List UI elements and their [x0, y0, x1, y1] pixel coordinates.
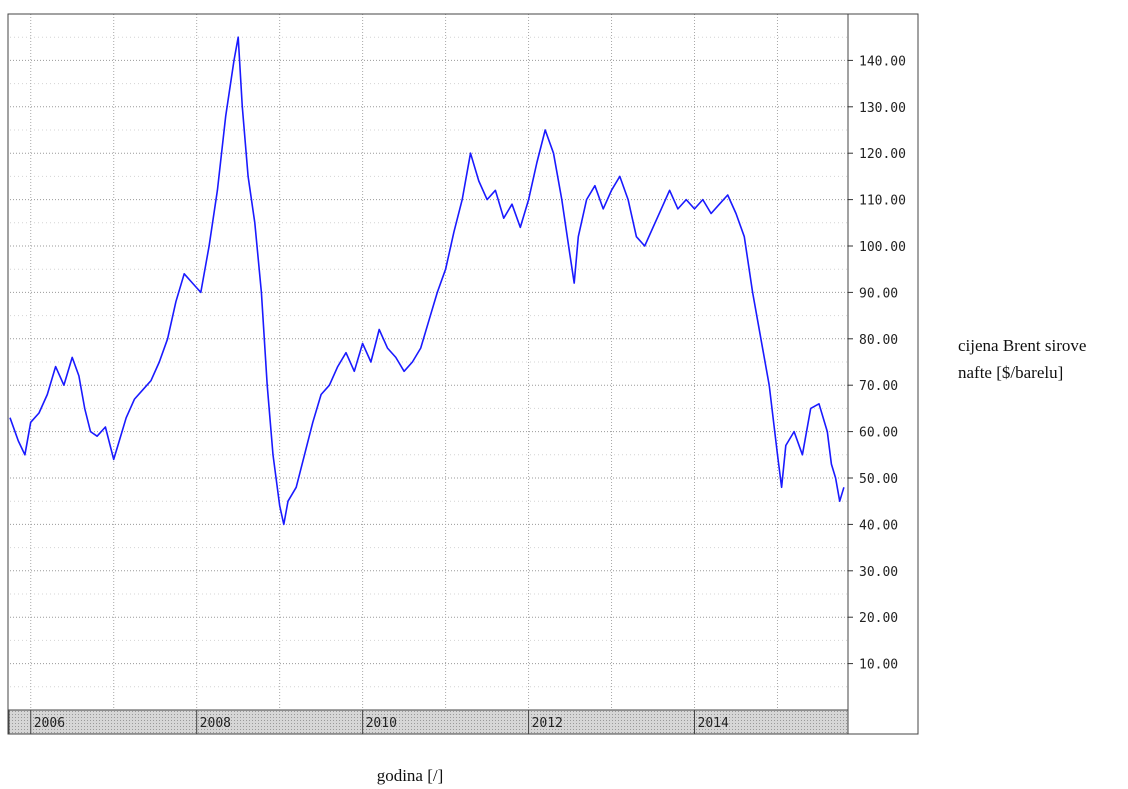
y-axis-title-line-1: cijena Brent sirove [958, 336, 1086, 355]
y-tick-label: 120.00 [859, 147, 906, 162]
x-tick-label: 2008 [200, 716, 231, 731]
x-axis-band [8, 709, 849, 735]
y-axis-ticks: 10.00 20.00 30.00 40.00 50.00 60.00 70.00 80.00… [848, 54, 906, 673]
y-tick-label: 40.00 [859, 518, 898, 533]
y-tick-label: 20.00 [859, 611, 898, 626]
series-line [9, 36, 845, 526]
outer-frame [7, 13, 919, 735]
x-axis-ticks: 2006 2008 2010 2012 2014 [30, 710, 729, 734]
y-tick-label: 70.00 [859, 379, 898, 394]
y-axis-title-line-2: nafte [$/barelu] [958, 363, 1063, 382]
y-tick-label: 50.00 [859, 472, 898, 487]
chart-frame [7, 13, 919, 735]
y-tick-label: 130.00 [859, 101, 906, 116]
y-tick-label: 110.00 [859, 194, 906, 209]
x-tick-label: 2012 [532, 716, 563, 731]
y-tick-label: 140.00 [859, 54, 906, 69]
y-tick-label: 60.00 [859, 426, 898, 441]
x-tick-label: 2006 [34, 716, 65, 731]
x-axis-title: godina [/] [377, 766, 444, 785]
x-tick-label: 2014 [698, 716, 729, 731]
series-layer [9, 36, 845, 526]
y-tick-label: 100.00 [859, 240, 906, 255]
x-tick-label: 2010 [366, 716, 397, 731]
y-tick-label: 90.00 [859, 286, 898, 301]
y-tick-label: 80.00 [859, 333, 898, 348]
y-tick-label: 30.00 [859, 565, 898, 580]
y-tick-label: 10.00 [859, 658, 898, 673]
grid-lines [10, 14, 848, 710]
